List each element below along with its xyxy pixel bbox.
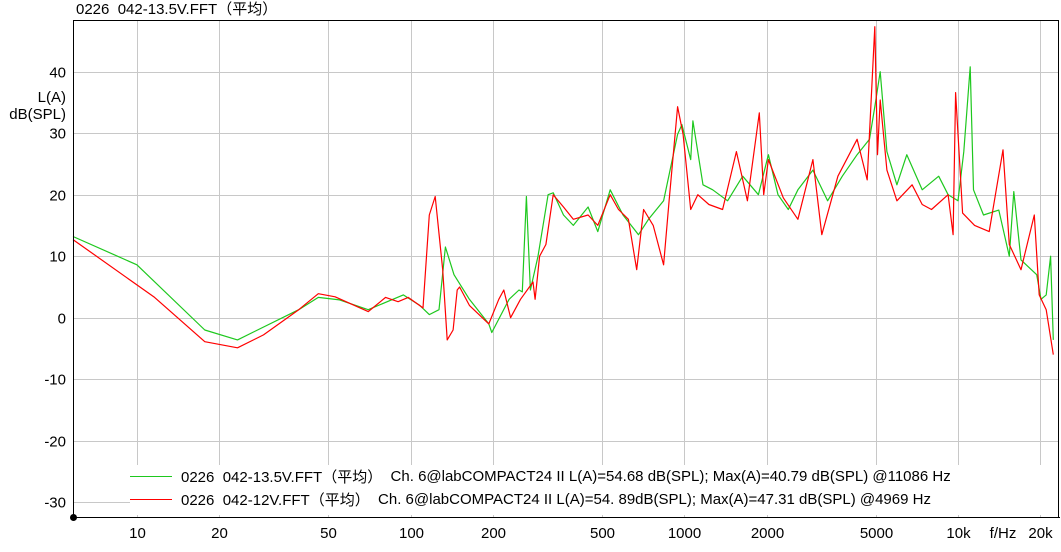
axes xyxy=(70,20,1060,521)
x-tick-label: 100 xyxy=(399,525,424,542)
y-axis-label-line2: dB(SPL) xyxy=(9,106,66,123)
y-axis-label-line1: L(A) xyxy=(37,89,66,106)
x-tick-label: 10 xyxy=(129,525,146,542)
series-line-13-5v xyxy=(72,66,1054,341)
legend-swatch-red xyxy=(130,498,172,500)
x-axis-label: f/Hz xyxy=(990,525,1017,542)
legend-info-green: Ch. 6@labCOMPACT24 II L(A)=54.68 dB(SPL)… xyxy=(382,467,951,485)
y-axis-label: L(A) dB(SPL) xyxy=(0,89,66,123)
chart-title: 0226 042-13.5V.FFT（平均） xyxy=(76,1,278,18)
origin-marker xyxy=(70,514,77,521)
x-tick-label: 20k xyxy=(1028,525,1053,542)
y-tick-label: 30 xyxy=(49,126,66,143)
x-tick-label: 20 xyxy=(211,525,228,542)
grid xyxy=(73,20,1058,517)
legend: 0226 042-13.5V.FFT（平均） Ch. 6@labCOMPACT2… xyxy=(130,465,1058,515)
x-tick-label: 5000 xyxy=(860,525,893,542)
legend-item-red: 0226 042-12V.FFT（平均） Ch. 6@labCOMPACT24 … xyxy=(130,488,931,510)
x-tick-label: 500 xyxy=(590,525,615,542)
series-lines xyxy=(72,26,1054,355)
y-tick-label: 40 xyxy=(49,65,66,82)
series-line-12v xyxy=(72,26,1054,355)
x-tick-label: 10k xyxy=(946,525,971,542)
legend-item-green: 0226 042-13.5V.FFT（平均） Ch. 6@labCOMPACT2… xyxy=(130,465,951,487)
legend-swatch-green xyxy=(130,475,172,477)
y-tick-label: -20 xyxy=(44,434,66,451)
y-tick-label: 0 xyxy=(58,311,66,328)
y-tick-label: 20 xyxy=(49,188,66,205)
legend-file-red: 0226 042-12V.FFT（平均） xyxy=(181,491,370,509)
y-tick-label: -30 xyxy=(44,495,66,512)
x-tick-label: 1000 xyxy=(668,525,701,542)
legend-file-green: 0226 042-13.5V.FFT（平均） xyxy=(181,468,383,486)
x-tick-label: 2000 xyxy=(751,525,784,542)
y-tick-label: 10 xyxy=(49,249,66,266)
tick-labels: 10 20 50 100 200 500 1000 2000 5000 10k 20k4030201… xyxy=(44,65,1053,543)
x-tick-label: 50 xyxy=(320,525,337,542)
x-tick-label: 200 xyxy=(481,525,506,542)
y-tick-label: -10 xyxy=(44,372,66,389)
legend-info-red: Ch. 6@labCOMPACT24 II L(A)=54. 89dB(SPL)… xyxy=(369,490,931,508)
